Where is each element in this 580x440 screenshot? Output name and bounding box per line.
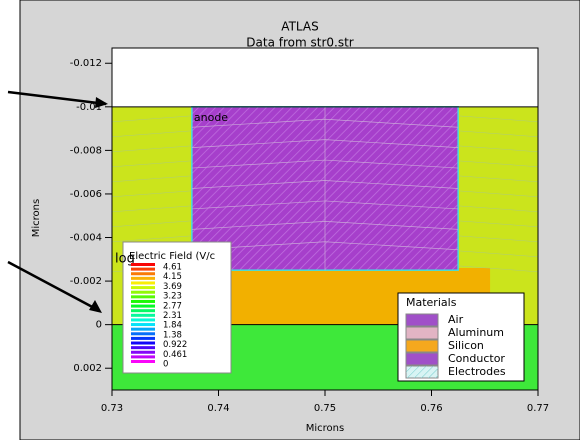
colorbar-stripe [131,267,155,271]
colorbar-tick-label: 4.61 [163,263,182,273]
colorbar-title: Electric Field (V/c [129,251,215,262]
y-tick-label: -0.002 [70,276,102,287]
mesh-line [111,130,192,138]
arrow [7,260,99,312]
legend-swatch-hatch [406,366,438,378]
colorbar-tick-label: 3.69 [163,282,182,292]
colorbar-tick-label: 1.84 [163,321,182,331]
mesh-line [458,235,539,243]
x-tick-label: 0.75 [314,403,336,414]
colorbar-stripe [131,336,155,340]
x-tick-label: 0.73 [101,403,123,414]
y-axis-label: Microns [31,199,42,237]
colorbar-tick-label: 3.23 [163,292,182,302]
chart-title: ATLAS [281,20,318,34]
colorbar-stripe [131,295,155,299]
colorbar-stripe [131,272,155,276]
mesh-line [458,175,539,183]
arrow [7,90,107,106]
mesh-line [111,235,192,243]
colorbar-tick-label: 1.38 [163,330,182,340]
colorbar-stripe [131,299,155,303]
colorbar-stripe [131,318,155,322]
y-tick-label: 0 [96,320,102,331]
mesh-line [458,265,539,273]
mesh-line [458,190,539,198]
arrow-head [95,97,108,108]
chart-subtitle: Data from str0.str [246,36,354,50]
colorbar-stripe [131,290,155,294]
mesh-line [111,160,192,168]
y-tick-label: 0.002 [73,363,102,374]
region [112,48,538,107]
colorbar-stripe [131,360,155,363]
colorbar-stripe [131,355,155,359]
legend-label: Air [448,313,464,326]
legend-swatch [405,352,439,366]
colorbar-stripe [131,263,155,266]
legend-swatch [405,339,439,353]
mesh-line [111,145,192,153]
colorbar-stripe [131,276,155,280]
mesh-line [111,190,192,198]
colorbar-stripe [131,332,155,336]
legend-swatch [405,313,439,327]
mesh-line [458,130,539,138]
colorbar-tick-label: 0 [163,360,168,370]
y-tick-label: -0.006 [70,189,102,200]
mesh-line [458,160,539,168]
arrow-head [89,300,102,313]
mesh-line [458,250,539,258]
y-tick-label: -0.012 [70,58,102,69]
x-tick-label: 0.76 [420,403,442,414]
x-axis-label: Microns [306,423,344,434]
legend-swatch [405,326,439,340]
mesh-line [458,115,539,123]
legend-label: Silicon [448,339,484,352]
legend-label: Aluminum [448,326,504,339]
colorbar-tick-label: 2.31 [163,311,182,321]
mesh-line [458,145,539,153]
colorbar-tick-label: 2.77 [163,301,182,311]
colorbar-tick-label: 0.461 [163,350,187,360]
colorbar-stripe [131,341,155,345]
colorbar-tick-label: 0.922 [163,340,187,350]
colorbar-scale-label: log [115,252,135,267]
colorbar-stripe [131,309,155,313]
colorbar-stripe [131,286,155,290]
colorbar-stripe [131,304,155,308]
colorbar-stripe [131,323,155,327]
colorbar-stripe [131,281,155,285]
colorbar-stripe [131,350,155,354]
y-tick-label: -0.008 [70,145,102,156]
mesh-line [458,220,539,228]
x-tick-label: 0.77 [527,403,549,414]
colorbar-tick-label: 4.15 [163,272,182,282]
mesh-line [111,205,192,213]
colorbar-stripe [131,313,155,317]
legend-label: Electrodes [448,365,506,378]
legend-title: Materials [406,296,457,309]
colorbar-stripe [131,327,155,331]
x-tick-label: 0.74 [207,403,229,414]
annotation: anode [194,111,228,124]
mesh-line [111,175,192,183]
colorbar-stripe [131,346,155,350]
y-tick-label: -0.004 [70,233,102,244]
mesh-line [111,115,192,123]
mesh-line [111,220,192,228]
y-tick-label: -0.01 [76,102,102,113]
mesh-line [458,205,539,213]
legend-label: Conductor [448,352,505,365]
